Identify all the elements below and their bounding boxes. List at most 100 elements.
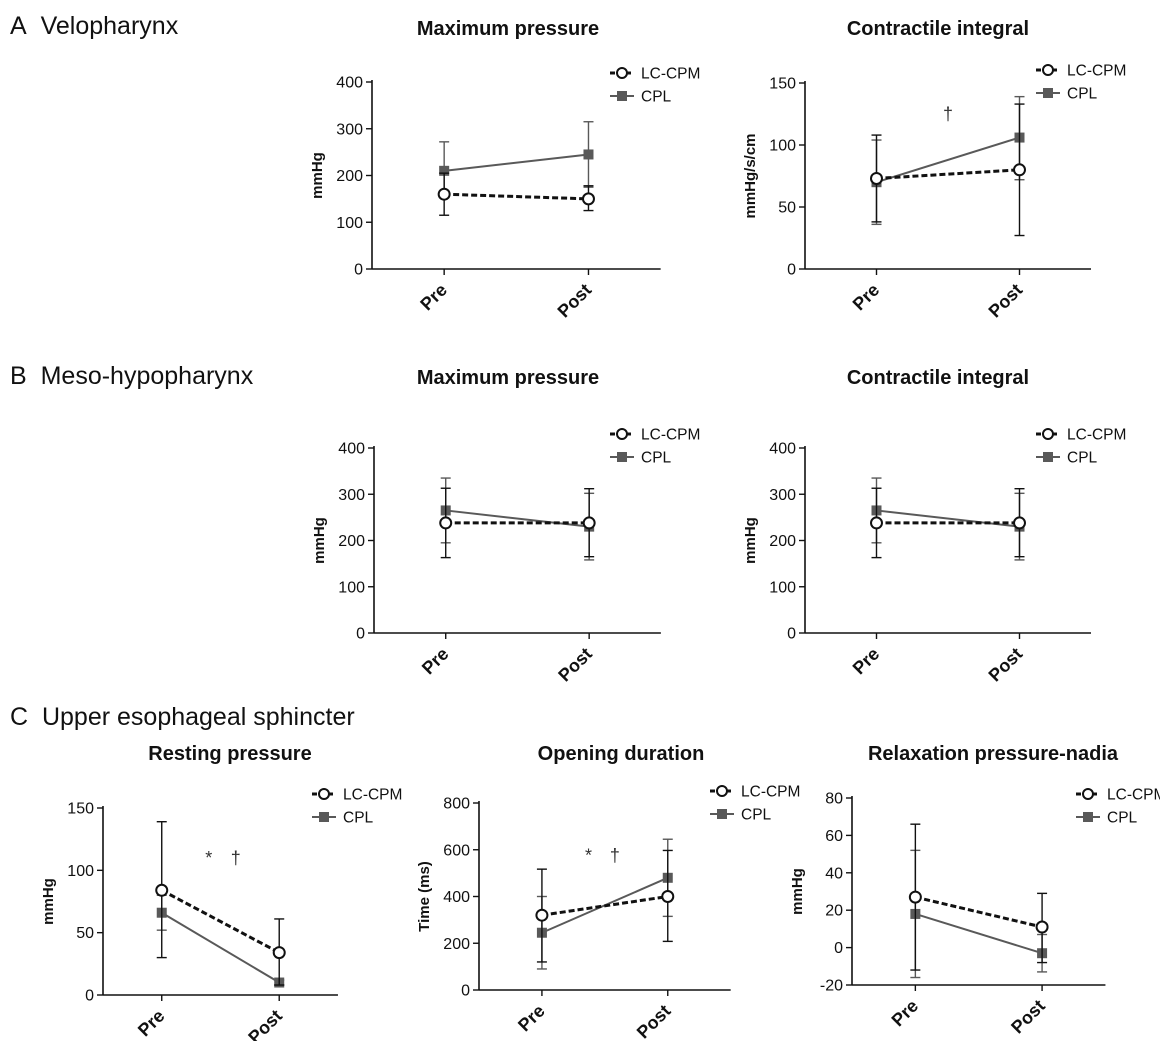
y-tick-label: -20 <box>820 978 843 995</box>
section-label-a: A Velopharynx <box>10 12 178 41</box>
chart-meso-max: Maximum pressure 0 100 200 300 400 mmHg Pre Post… <box>311 367 700 685</box>
section-label-b: B Meso-hypopharynx <box>10 362 253 391</box>
y-tick-label: 200 <box>443 936 470 953</box>
x-tick-label: Pre <box>849 280 884 315</box>
legend-marker-circle <box>716 785 728 797</box>
data-point-circle <box>437 187 451 201</box>
series-lc-cpm <box>870 103 1026 237</box>
series-lc-cpm <box>437 172 595 216</box>
series-cpl <box>910 849 1048 979</box>
y-tick-label: 80 <box>825 791 843 808</box>
y-tick-label: 400 <box>336 75 363 92</box>
y-tick-label: 400 <box>443 889 470 906</box>
y-tick-label: 100 <box>769 138 796 155</box>
legend-marker-square <box>319 812 329 822</box>
y-tick-label: 0 <box>787 626 796 643</box>
data-point-circle <box>870 516 883 530</box>
y-axis-label: mmHg <box>742 517 759 564</box>
data-point-square <box>583 149 594 160</box>
legend-label: LC-CPM <box>741 784 800 801</box>
legend-label: LC-CPM <box>641 427 700 444</box>
legend-marker-circle <box>616 67 628 79</box>
x-tick-label: Post <box>985 644 1027 686</box>
y-axis-label: mmHg <box>40 878 57 925</box>
chart-title: Maximum pressure <box>417 18 599 40</box>
chart-title: Relaxation pressure-nadia <box>868 743 1119 765</box>
x-tick-label: Post <box>554 280 596 322</box>
y-axis-label: Time (ms) <box>416 861 433 932</box>
x-tick-label: Pre <box>418 644 453 679</box>
x-tick-label: Post <box>633 1001 675 1041</box>
chart-title: Opening duration <box>538 743 705 765</box>
series-line <box>161 911 280 984</box>
data-point-circle <box>661 890 675 903</box>
chart-meso-ci: Contractile integral 0 100 200 300 400 mmHg Pre… <box>742 367 1126 685</box>
data-point-circle <box>535 908 549 922</box>
series-line <box>876 168 1020 180</box>
y-tick-label: 100 <box>338 579 365 596</box>
legend-label: CPL <box>641 450 672 467</box>
legend-label: LC-CPM <box>1107 787 1160 804</box>
annotation-marker: * <box>585 845 592 865</box>
legend-marker-square <box>1043 88 1053 98</box>
section-letter: C <box>10 703 29 731</box>
y-tick-label: 100 <box>67 863 94 880</box>
y-tick-label: 0 <box>354 262 363 279</box>
y-tick-label: 0 <box>787 262 796 279</box>
x-tick-label: Pre <box>134 1006 169 1041</box>
annotation-marker: † <box>943 104 953 124</box>
legend-marker-square <box>1083 812 1093 822</box>
legend-marker-circle <box>318 788 330 800</box>
y-axis-label: mmHg <box>311 517 328 564</box>
series-lc-cpm <box>908 823 1049 971</box>
y-tick-label: 800 <box>443 796 470 813</box>
x-tick-label: Pre <box>888 996 923 1031</box>
x-tick-label: Pre <box>514 1001 549 1036</box>
y-tick-label: 100 <box>336 215 363 232</box>
y-tick-label: 40 <box>825 865 843 882</box>
legend-marker-square <box>617 452 627 462</box>
chart-ues-rest: Resting pressure 0 50 100 150 mmHg Pre Post * † LC… <box>40 743 402 1041</box>
chart-velo-ci: Contractile integral 0 50 100 150 mmHg/s/cm Pr… <box>742 18 1126 321</box>
x-tick-label: Pre <box>849 644 884 679</box>
legend-label: CPL <box>641 89 672 106</box>
legend-label: LC-CPM <box>1067 427 1126 444</box>
legend-label: LC-CPM <box>343 787 402 804</box>
chart-title: Contractile integral <box>847 18 1029 40</box>
legend: LC-CPM CPL <box>610 66 700 106</box>
data-point-circle <box>439 516 453 530</box>
y-tick-label: 150 <box>67 801 94 818</box>
legend-marker-circle <box>616 428 628 440</box>
series-cpl <box>536 838 673 970</box>
series-lc-cpm <box>535 849 675 963</box>
legend-marker-circle <box>1042 64 1054 76</box>
y-tick-label: 0 <box>461 983 470 1000</box>
y-tick-label: 600 <box>443 842 470 859</box>
legend-marker-circle <box>1082 788 1094 800</box>
section-letter: B <box>10 362 27 390</box>
series-cpl <box>871 477 1025 561</box>
legend-label: CPL <box>1107 810 1138 827</box>
chart-velo-max: Maximum pressure 0 100 200 300 400 mmHg Pre Post… <box>309 18 700 321</box>
section-label-c: C Upper esophageal sphincter <box>10 703 355 732</box>
series-line <box>444 192 589 201</box>
y-tick-label: 100 <box>769 579 796 596</box>
legend: LC-CPM CPL <box>1076 787 1160 827</box>
data-point-circle <box>908 890 922 904</box>
y-axis-label: mmHg <box>789 868 806 915</box>
chart-title: Resting pressure <box>148 743 311 765</box>
data-point-circle <box>870 171 883 185</box>
y-axis-label: mmHg/s/cm <box>742 133 759 218</box>
legend: LC-CPM CPL <box>312 787 402 827</box>
y-tick-label: 50 <box>778 200 796 217</box>
legend-marker-square <box>1043 452 1053 462</box>
legend-label: CPL <box>343 810 374 827</box>
annotation-marker: † <box>610 845 620 865</box>
legend: LC-CPM CPL <box>610 427 700 467</box>
series-line <box>915 895 1043 929</box>
series-line <box>541 895 668 917</box>
y-tick-label: 20 <box>825 903 843 920</box>
y-tick-label: 400 <box>769 441 796 458</box>
y-axis-label: mmHg <box>309 152 326 199</box>
